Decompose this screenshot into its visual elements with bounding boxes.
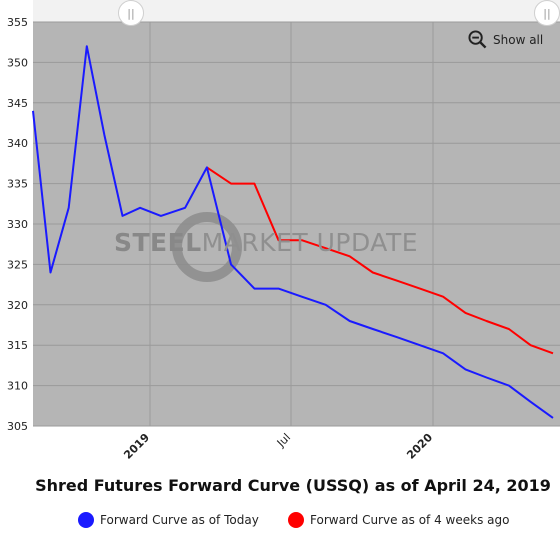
x-tick-label: Jul [274,431,293,450]
show-all-button[interactable]: Show all [468,30,543,49]
x-gridlines [149,22,434,426]
y-tick-label: 340 [7,137,28,150]
y-tick-label: 305 [7,420,28,433]
series-line-today [32,45,554,419]
legend-marker-today [78,512,94,528]
y-axis-labels: 305 310 315 320 325 330 335 340 345 350 355 [7,16,28,433]
legend-marker-4-weeks-ago [288,512,304,528]
show-all-label: Show all [493,32,544,47]
y-tick-label: 345 [7,97,28,110]
y-gridlines [33,21,560,427]
steel-market-update-logo-mark [172,212,242,282]
legend-item-4-weeks-ago[interactable]: Forward Curve as of 4 weeks ago [288,512,509,528]
y-tick-label: 325 [7,258,28,271]
chart-title: Shred Futures Forward Curve (USSQ) as of… [35,476,551,495]
legend: Forward Curve as of Today Forward Curve … [0,512,560,534]
x-tick-label: 2019 [121,431,152,462]
y-tick-label: 315 [7,339,28,352]
y-tick-label: 335 [7,178,28,191]
zoom-out-icon [468,30,487,49]
y-tick-label: 350 [7,56,28,69]
legend-label-today: Forward Curve as of Today [100,513,259,527]
navigator-right-handle[interactable]: || [534,0,560,26]
y-tick-label: 355 [7,16,28,29]
handle-grip-icon: || [127,6,135,20]
legend-label-4-weeks-ago: Forward Curve as of 4 weeks ago [310,513,510,527]
legend-item-today[interactable]: Forward Curve as of Today [78,512,259,528]
y-tick-label: 320 [7,299,28,312]
navigator-bar[interactable] [33,0,560,22]
handle-grip-icon: || [543,6,551,20]
series-layer [32,45,554,419]
x-axis-labels: 2019 Jul 2020 [121,431,435,462]
y-tick-label: 310 [7,380,28,393]
navigator-left-handle[interactable]: || [118,0,144,26]
series-line-4-weeks-ago [206,166,554,355]
y-tick-label: 330 [7,218,28,231]
x-tick-label: 2020 [404,431,435,462]
